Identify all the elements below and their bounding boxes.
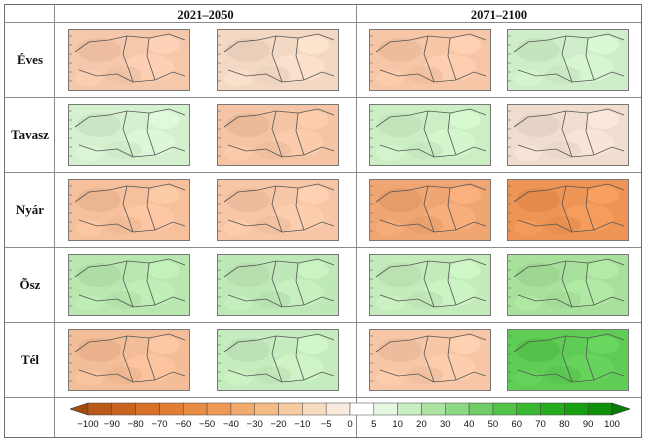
map-panel (217, 29, 339, 91)
map-panel (217, 254, 339, 316)
colorbar-tick-label: −30 (246, 419, 263, 430)
column-divider (356, 5, 357, 437)
colorbar-swatch (445, 402, 470, 416)
colorbar-swatch (87, 402, 113, 416)
colorbar-tick-label: 0 (347, 419, 353, 430)
column-divider (54, 5, 55, 437)
colorbar-tick-label: −70 (151, 419, 168, 430)
colorbar-tick-label: −5 (320, 419, 332, 430)
colorbar-arrow-left (69, 402, 89, 416)
colorbar-swatch (564, 402, 589, 416)
row-divider (5, 397, 641, 398)
map-panel (507, 329, 629, 391)
colorbar-swatch (159, 402, 184, 416)
map-panel (68, 29, 190, 91)
row-divider (5, 322, 641, 323)
row-label-eves: Éves (17, 52, 43, 67)
colorbar-arrow-right (611, 402, 631, 416)
row-label-tavasz: Tavasz (11, 127, 49, 142)
row-divider (5, 247, 641, 248)
colorbar-swatch (278, 402, 303, 416)
colorbar-tick-label: 70 (535, 419, 546, 430)
colorbar-tick-label: −50 (199, 419, 216, 430)
map-panel (507, 254, 629, 316)
colorbar-swatch (540, 402, 565, 416)
colorbar-swatch (421, 402, 446, 416)
map-panel (68, 179, 190, 241)
map-panel (68, 254, 190, 316)
colorbar-tick-label: 30 (439, 419, 451, 430)
colorbar-tick-label: −100 (77, 419, 99, 430)
map-panel (507, 104, 629, 166)
row-label-nyar: Nyár (15, 202, 45, 217)
colorbar-tick-label: −10 (294, 419, 311, 430)
colorbar-swatch (135, 402, 160, 416)
colorbar-tick-label: 40 (463, 419, 475, 430)
map-panel (507, 29, 629, 91)
map-panel (217, 104, 339, 166)
colorbar: −100 −90 −80 −70 −60 −50 −40 −30 −20 −10 −5 0 5 10 20 3… (69, 400, 631, 432)
colorbar-swatch (397, 402, 422, 416)
map-panel (369, 179, 491, 241)
colorbar-tick-label: 10 (392, 419, 403, 430)
colorbar-tick-label: −80 (127, 419, 144, 430)
map-panel (217, 179, 339, 241)
row-divider (5, 97, 641, 98)
map-panel (507, 179, 629, 241)
colorbar-swatch (111, 402, 136, 416)
colorbar-swatch (468, 402, 494, 416)
colorbar-tick-label: 100 (604, 419, 620, 430)
colorbar-swatch (516, 402, 541, 416)
colorbar-tick-label: 60 (511, 419, 523, 430)
colorbar-swatch (206, 402, 232, 416)
period-title-2071-2100: 2071–2100 (470, 8, 528, 22)
colorbar-swatch (587, 402, 613, 416)
colorbar-swatch (325, 402, 351, 416)
colorbar-tick-label: −60 (175, 419, 192, 430)
figure-grid: 2021–2050 2071–2100 Éves Tavasz Nyár Õsz… (4, 4, 642, 438)
map-panel (369, 104, 491, 166)
colorbar-swatch (254, 402, 279, 416)
row-label-osz: Õsz (19, 277, 41, 292)
map-panel (217, 329, 339, 391)
colorbar-swatch (492, 402, 517, 416)
row-divider (5, 172, 641, 173)
colorbar-swatch (349, 402, 375, 416)
colorbar-tick-label: −90 (103, 419, 120, 430)
colorbar-swatch (373, 402, 398, 416)
map-panel (369, 329, 491, 391)
map-panel (68, 329, 190, 391)
map-panel (369, 254, 491, 316)
colorbar-tick-label: 90 (582, 419, 594, 430)
map-panel (369, 29, 491, 91)
colorbar-scale (69, 402, 631, 416)
row-divider (5, 22, 641, 23)
colorbar-swatch (183, 402, 208, 416)
colorbar-tick-label: 50 (487, 419, 499, 430)
colorbar-tick-label: −20 (270, 419, 287, 430)
map-panel (68, 104, 190, 166)
colorbar-tick-label: 5 (371, 419, 377, 430)
row-label-tel: Tél (20, 352, 40, 367)
colorbar-tick-label: 80 (559, 419, 570, 430)
colorbar-tick-label: 20 (416, 419, 427, 430)
period-title-2021-2050: 2021–2050 (177, 8, 234, 22)
colorbar-swatch (230, 402, 255, 416)
colorbar-swatch (302, 402, 327, 416)
colorbar-tick-label: −40 (222, 419, 239, 430)
